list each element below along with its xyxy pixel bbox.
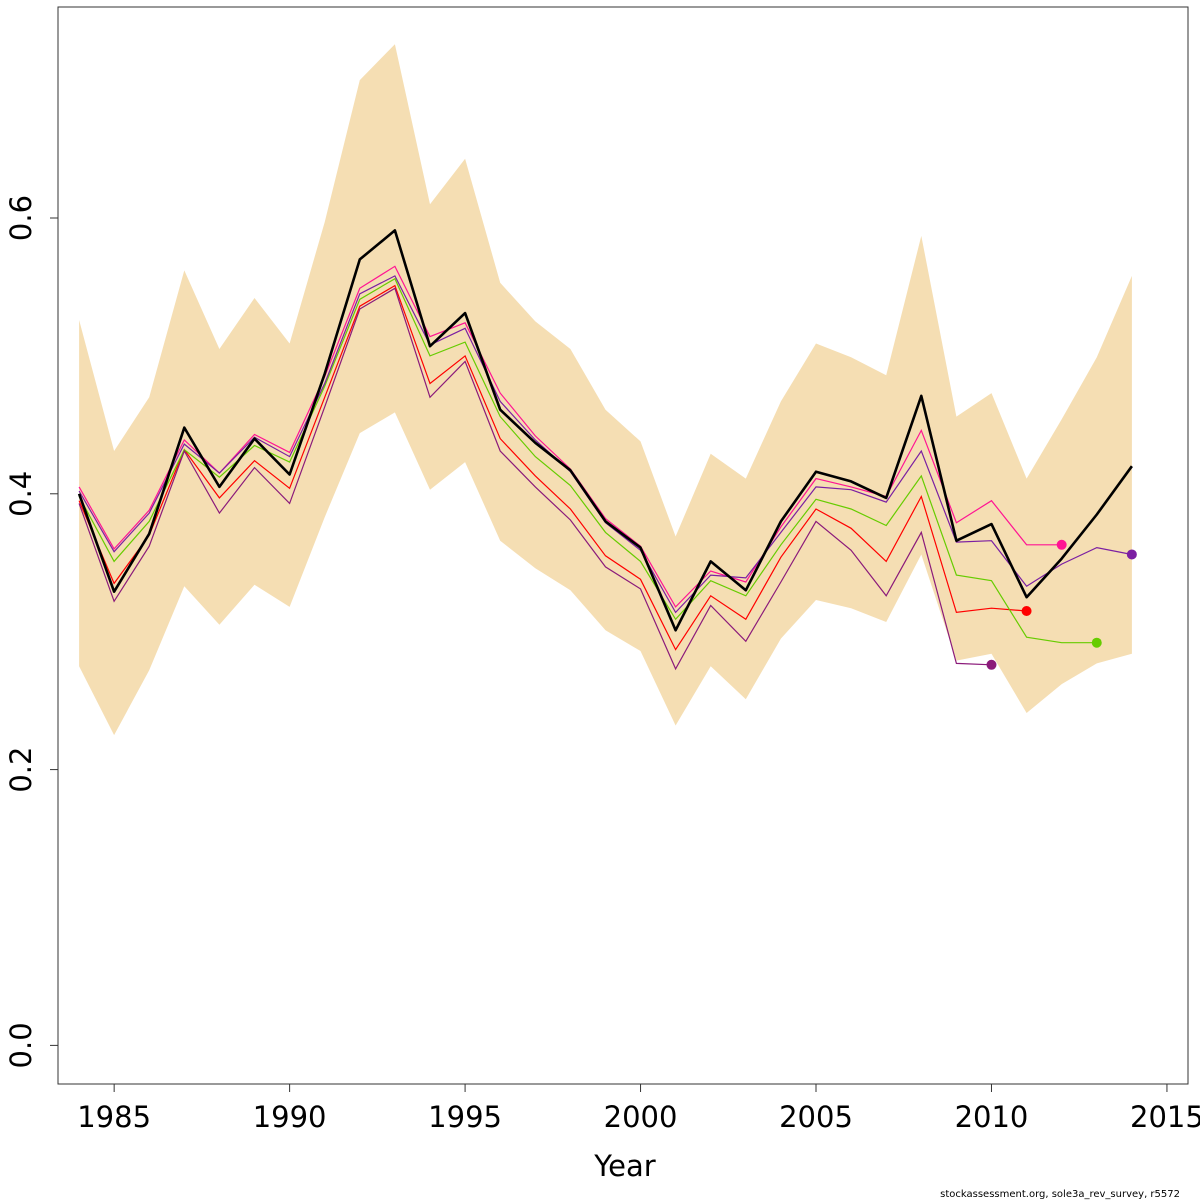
y-tick-label: 0.2	[4, 747, 38, 793]
retro-endpoints-layer	[986, 539, 1137, 670]
credit-text: stockassessment.org, sole3a_rev_survey, …	[940, 1189, 1180, 1200]
y-tick-label: 0.0	[4, 1022, 38, 1068]
retro-series-endpoint-2	[1021, 606, 1032, 617]
confidence-band	[79, 44, 1132, 736]
y-tick-label: 0.6	[4, 195, 38, 241]
retro-series-endpoint-5	[1126, 549, 1137, 560]
x-tick-label: 2000	[604, 1100, 678, 1134]
retro-series-endpoint-3	[1091, 637, 1102, 648]
x-axis-title: Year	[593, 1149, 655, 1183]
main-series-line	[77, 229, 1133, 632]
x-tick-label: 2015	[1130, 1100, 1200, 1134]
retro-series-endpoint-1	[1056, 539, 1067, 550]
x-tick-label: 2005	[779, 1100, 853, 1134]
retro-series-endpoint-4	[986, 659, 997, 670]
x-tick-label: 2010	[955, 1100, 1029, 1134]
x-tick-label: 1990	[253, 1100, 327, 1134]
retro-series-line-4	[78, 287, 992, 671]
x-tick-label: 1985	[77, 1100, 151, 1134]
y-axis: 0.0 0.2 0.4 0.6	[4, 195, 59, 1068]
retro-series-line-3	[78, 277, 1097, 644]
x-axis: 1985 1990 1995 2000 2005 2010 2015	[77, 1083, 1200, 1134]
retro-series-line-2	[78, 284, 1027, 651]
main-series-layer	[77, 229, 1133, 632]
x-tick-label: 1995	[428, 1100, 502, 1134]
y-tick-label: 0.4	[4, 471, 38, 517]
confidence-band-layer	[79, 44, 1132, 736]
